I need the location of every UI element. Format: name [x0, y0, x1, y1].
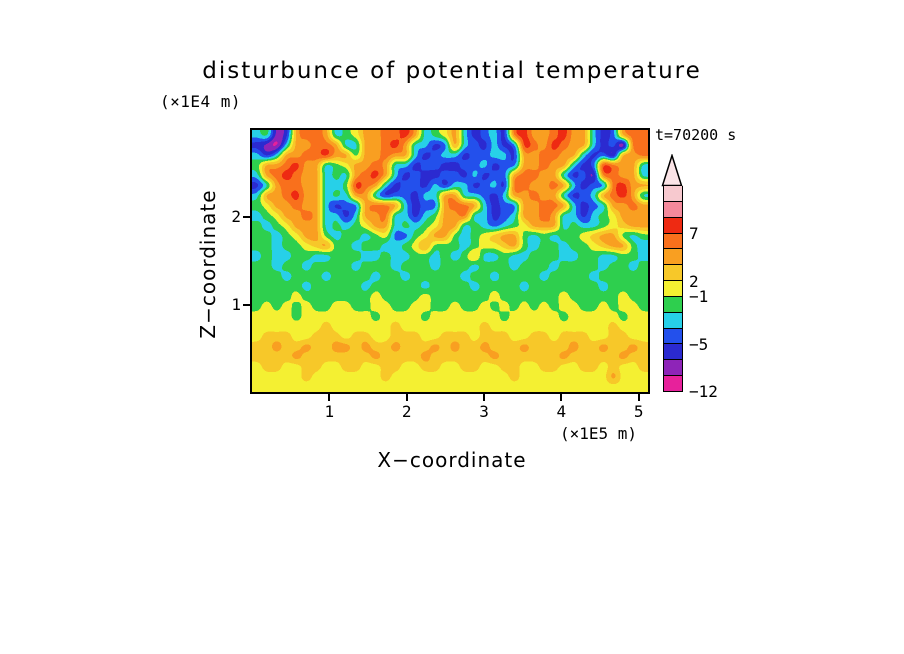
colorbar-segment [664, 265, 682, 282]
colorbar-tick-label: −1 [689, 287, 709, 307]
y-tick [243, 303, 250, 306]
colorbar-arrow-icon [661, 154, 683, 187]
y-axis-title: Z−coordinate [196, 189, 220, 339]
colorbar-segment [664, 296, 682, 313]
x-axis-title: X−coordinate [377, 448, 527, 472]
colorbar-segment [664, 360, 682, 377]
colorbar-segment [664, 233, 682, 250]
x-tick-label: 3 [479, 402, 489, 421]
chart-title: disturbunce of potential temperature [202, 58, 702, 84]
x-tick [560, 394, 563, 401]
colorbar-segment [664, 201, 682, 218]
colorbar-segment [664, 344, 682, 361]
x-tick-label: 1 [324, 402, 335, 421]
y-axis-unit-label: (×1E4 m) [160, 92, 242, 111]
colorbar-segment [664, 328, 682, 345]
y-tick-label: 2 [231, 207, 241, 227]
x-tick [328, 394, 331, 401]
x-tick-label: 4 [556, 402, 567, 421]
y-tick [243, 216, 250, 219]
x-tick [405, 394, 408, 401]
x-axis-unit-label: (×1E5 m) [560, 424, 638, 443]
colorbar-tick-label: −12 [689, 382, 718, 401]
x-tick [637, 394, 640, 401]
colorbar-tick-label: −5 [689, 334, 709, 354]
colorbar-segment [664, 312, 682, 329]
colorbar-segment [664, 281, 682, 297]
x-tick [483, 394, 486, 401]
colorbar-segment [664, 217, 682, 234]
colorbar-tick-label: 7 [689, 224, 699, 244]
heatmap-canvas [252, 130, 648, 392]
x-tick-label: 5 [633, 402, 644, 421]
time-annotation: t=70200 s [655, 126, 737, 144]
colorbar-segment [664, 249, 682, 266]
y-tick-label: 1 [231, 294, 241, 314]
colorbar [663, 186, 683, 392]
x-tick-label: 2 [401, 402, 412, 421]
colorbar-segment [664, 186, 682, 202]
colorbar-tick-label: 2 [689, 271, 699, 291]
colorbar-segment [664, 376, 682, 391]
